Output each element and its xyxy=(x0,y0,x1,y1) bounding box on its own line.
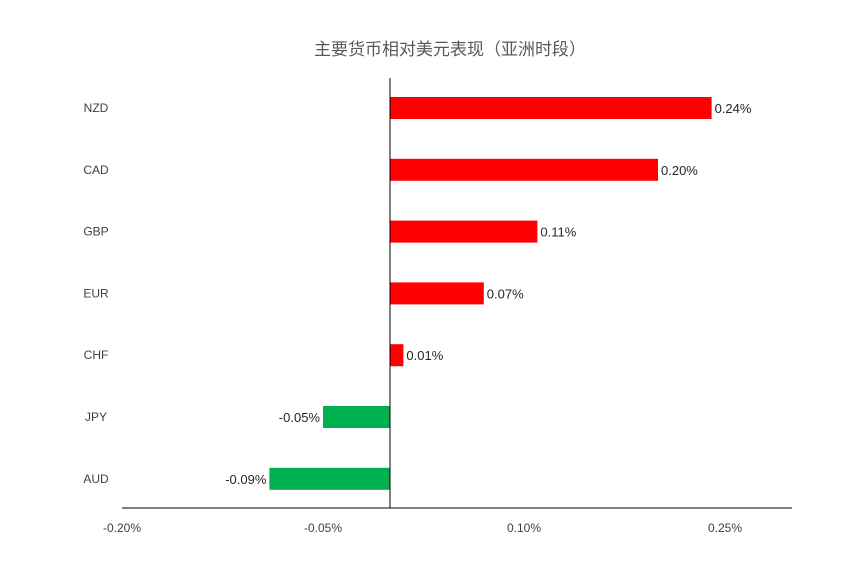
category-label-cad: CAD xyxy=(83,163,109,177)
category-label-nzd: NZD xyxy=(84,101,109,115)
data-label-cad: 0.20% xyxy=(661,163,698,178)
x-tick-label: -0.20% xyxy=(103,521,141,535)
x-tick-label: -0.05% xyxy=(304,521,342,535)
category-label-aud: AUD xyxy=(83,472,109,486)
category-label-chf: CHF xyxy=(84,348,109,362)
bar-eur xyxy=(390,282,484,305)
category-label-eur: EUR xyxy=(83,286,109,300)
category-label-jpy: JPY xyxy=(85,410,107,424)
bar-chf xyxy=(390,344,404,367)
plot-area: NZD 0.24% CAD 0.20% GBP 0.11% EUR 0.07% CHF 0.01%… xyxy=(83,78,792,535)
bar-jpy xyxy=(323,406,390,428)
x-tick-label: 0.25% xyxy=(708,521,742,535)
data-label-aud: -0.09% xyxy=(225,472,267,487)
data-label-eur: 0.07% xyxy=(487,286,524,301)
bar-gbp xyxy=(390,220,538,243)
data-label-gbp: 0.11% xyxy=(540,225,576,240)
category-label-gbp: GBP xyxy=(83,225,108,239)
data-label-nzd: 0.24% xyxy=(715,101,752,116)
bar-cad xyxy=(390,158,658,181)
data-label-chf: 0.01% xyxy=(406,348,443,363)
bar-aud xyxy=(269,467,390,490)
x-tick-label: 0.10% xyxy=(507,521,541,535)
data-label-jpy: -0.05% xyxy=(279,410,321,425)
chart-title: 主要货币相对美元表现（亚洲时段） xyxy=(314,40,586,60)
bar-nzd xyxy=(390,97,712,119)
